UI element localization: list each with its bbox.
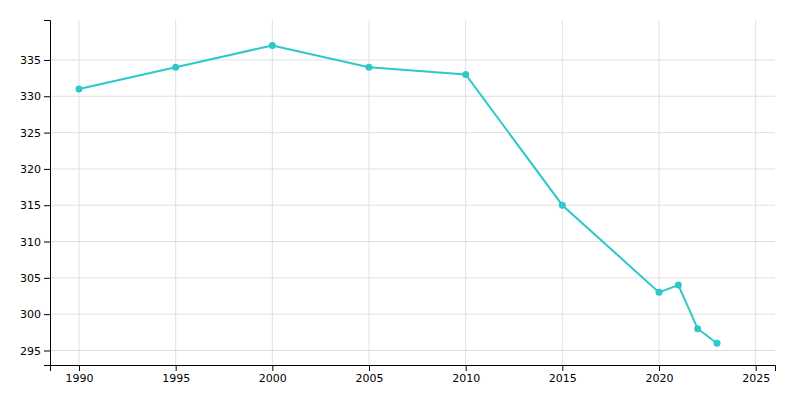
axis-line <box>44 21 51 366</box>
tick-mark <box>44 60 50 61</box>
tick-label: 2010 <box>452 372 480 385</box>
grid-line <box>755 20 756 365</box>
chart: 1990 1995 2000 2005 2010 2015 2020 2025 295 300 30… <box>0 0 800 400</box>
tick: 2005 <box>356 365 384 385</box>
grid-line <box>50 314 775 315</box>
tick: 2015 <box>549 365 577 385</box>
tick-mark <box>756 365 757 371</box>
tick: 1990 <box>66 365 94 385</box>
tick: 2000 <box>259 365 287 385</box>
tick: 315 <box>20 199 50 212</box>
grid-line <box>50 132 775 133</box>
marker <box>714 340 721 347</box>
tick-mark <box>466 365 467 371</box>
grid-line <box>562 20 563 365</box>
tick: 2020 <box>646 365 674 385</box>
marker <box>675 282 682 289</box>
tick: 300 <box>20 308 50 321</box>
series <box>76 42 721 347</box>
tick: 2010 <box>452 365 480 385</box>
tick-mark <box>369 365 370 371</box>
tick: 330 <box>20 90 50 103</box>
tick: 305 <box>20 272 50 285</box>
tick: 1995 <box>162 365 190 385</box>
tick-label: 2015 <box>549 372 577 385</box>
tick-mark <box>44 278 50 279</box>
tick: 2025 <box>742 365 770 385</box>
axis-line <box>51 366 776 372</box>
marker <box>76 86 83 93</box>
tick-label: 295 <box>20 344 41 357</box>
tick-label: 320 <box>20 163 41 176</box>
grid-line <box>659 20 660 365</box>
tick-mark <box>44 96 50 97</box>
tick-label: 325 <box>20 127 41 140</box>
tick-label: 300 <box>20 308 41 321</box>
tick-mark <box>44 314 50 315</box>
grid-line <box>50 277 775 278</box>
grid-line <box>369 20 370 365</box>
grid-line <box>50 59 775 60</box>
tick-mark <box>272 365 273 371</box>
grid-line <box>50 168 775 169</box>
tick-mark <box>44 205 50 206</box>
plot: 1990 1995 2000 2005 2010 2015 2020 2025 295 300 30… <box>20 20 776 385</box>
marker <box>694 325 701 332</box>
tick-label: 2025 <box>742 372 770 385</box>
tick-label: 1995 <box>162 372 190 385</box>
tick: 325 <box>20 127 50 140</box>
marker <box>172 64 179 71</box>
tick-label: 2000 <box>259 372 287 385</box>
tick: 335 <box>20 54 50 67</box>
grid <box>50 20 775 365</box>
tick-mark <box>44 350 50 351</box>
grid-line <box>50 350 775 351</box>
tick-mark <box>44 169 50 170</box>
tick-mark <box>176 365 177 371</box>
tick-mark <box>659 365 660 371</box>
marker <box>559 202 566 209</box>
tick: 295 <box>20 344 50 357</box>
grid-line <box>50 241 775 242</box>
line <box>79 45 717 343</box>
grid-line <box>175 20 176 365</box>
tick-mark <box>79 365 80 371</box>
tick-label: 315 <box>20 199 41 212</box>
tick-label: 2020 <box>646 372 674 385</box>
grid-line <box>50 96 775 97</box>
grid-line <box>50 205 775 206</box>
tick-label: 335 <box>20 54 41 67</box>
y-axis: 295 300 305 310 315 320 325 330 335 <box>20 21 51 366</box>
tick: 310 <box>20 236 50 249</box>
tick-label: 330 <box>20 90 41 103</box>
marker <box>366 64 373 71</box>
tick-mark <box>44 133 50 134</box>
marker <box>656 289 663 296</box>
grid-line <box>79 20 80 365</box>
tick: 320 <box>20 163 50 176</box>
tick-mark <box>562 365 563 371</box>
x-axis: 1990 1995 2000 2005 2010 2015 2020 2025 <box>51 365 776 385</box>
grid-line <box>272 20 273 365</box>
marker <box>269 42 276 49</box>
tick-label: 1990 <box>66 372 94 385</box>
tick-label: 305 <box>20 272 41 285</box>
tick-label: 2005 <box>356 372 384 385</box>
tick-mark <box>44 242 50 243</box>
marker <box>462 71 469 78</box>
tick-label: 310 <box>20 236 41 249</box>
